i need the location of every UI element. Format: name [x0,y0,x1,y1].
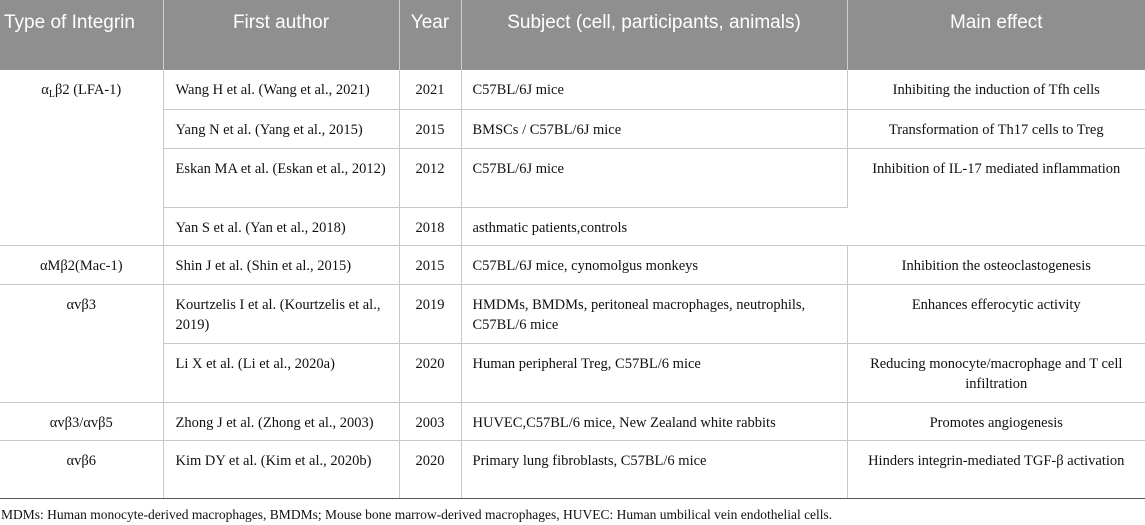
year-cell: 2020 [399,343,462,403]
integrin-type-avb3: αvβ3 [0,284,164,403]
author-cell: Yan S et al. (Yan et al., 2018) [163,207,400,246]
subject-cell: asthmatic patients,controls [461,207,847,246]
effect-cell: Inhibition the osteoclastogenesis [847,245,1145,285]
author-cell: Kim DY et al. (Kim et al., 2020b) [163,440,400,499]
table-row: Li X et al. (Li et al., 2020a) 2020 Huma… [0,343,1145,403]
subject-cell: Human peripheral Treg, C57BL/6 mice [461,343,848,403]
subject-cell: C57BL/6J mice, cynomolgus monkeys [461,245,848,285]
table-row: αMβ2(Mac-1) Shin J et al. (Shin et al., … [0,245,1145,285]
integrin-type-avb6: αvβ6 [0,440,164,499]
author-cell: Li X et al. (Li et al., 2020a) [163,343,400,403]
header-row: Type of Integrin First author Year Subje… [0,0,1145,70]
author-cell: Eskan MA et al. (Eskan et al., 2012) [163,148,400,208]
table-row: Yan S et al. (Yan et al., 2018) 2018 ast… [0,207,1145,246]
author-cell: Zhong J et al. (Zhong et al., 2003) [163,402,400,441]
header-type-of-integrin: Type of Integrin [0,0,164,70]
year-cell: 2015 [399,245,462,285]
table-row: Yang N et al. (Yang et al., 2015) 2015 B… [0,109,1145,149]
subject-cell: BMSCs / C57BL/6J mice [461,109,848,149]
year-cell: 2015 [399,109,462,149]
year-cell: 2012 [399,148,462,208]
effect-cell: Promotes angiogenesis [847,402,1145,441]
header-year: Year [399,0,462,70]
subject-cell: HUVEC,C57BL/6 mice, New Zealand white ra… [461,402,848,441]
table-row: αvβ3/αvβ5 Zhong J et al. (Zhong et al., … [0,402,1145,441]
author-cell: Shin J et al. (Shin et al., 2015) [163,245,400,285]
table-body: αLβ2 (LFA-1) Wang H et al. (Wang et al.,… [0,70,1145,499]
table-footnote: MDMs: Human monocyte-derived macrophages… [1,507,833,522]
table-row: αLβ2 (LFA-1) Wang H et al. (Wang et al.,… [0,70,1145,246]
author-cell: Yang N et al. (Yang et al., 2015) [163,109,400,149]
integrin-type-avb3-avb5: αvβ3/αvβ5 [0,402,164,441]
subject-cell: HMDMs, BMDMs, peritoneal macrophages, ne… [461,284,848,344]
subject-cell: Primary lung fibroblasts, C57BL/6 mice [461,440,848,499]
header-first-author: First author [163,0,400,70]
author-cell: Wang H et al. (Wang et al., 2021) [163,70,400,110]
year-cell: 2018 [399,207,462,246]
table-header: Type of Integrin First author Year Subje… [0,0,1145,70]
year-cell: 2003 [399,402,462,441]
table-row: Eskan MA et al. (Eskan et al., 2012) 201… [0,148,1145,246]
effect-cell: Inhibition of IL-17 mediated inflammatio… [847,148,1145,246]
integrin-type-lfa1: αLβ2 (LFA-1) [41,82,122,100]
subject-cell: C57BL/6J mice [461,70,848,110]
year-cell: 2021 [399,70,462,110]
integrin-type-mac1: αMβ2(Mac-1) [0,245,164,285]
effect-cell: Inhibiting the induction of Tfh cells [847,70,1145,110]
author-cell: Kourtzelis I et al. (Kourtzelis et al., … [163,284,400,344]
effect-cell: Transformation of Th17 cells to Treg [847,109,1145,149]
year-cell: 2020 [399,440,462,499]
subject-cell: C57BL/6J mice [461,148,848,208]
effect-cell: Hinders integrin-mediated TGF-β activati… [847,440,1145,499]
header-main-effect: Main effect [847,0,1145,70]
integrin-type-cell: αLβ2 (LFA-1) [0,70,164,246]
table-row: αvβ3 Kourtzelis I et al. (Kourtzelis et … [0,284,1145,403]
effect-cell: Reducing monocyte/macrophage and T cell … [847,343,1145,403]
year-cell: 2019 [399,284,462,344]
integrin-table: Type of Integrin First author Year Subje… [0,0,1145,499]
effect-cell: Enhances efferocytic activity [847,284,1145,344]
table-row: αvβ6 Kim DY et al. (Kim et al., 2020b) 2… [0,440,1145,499]
header-subject: Subject (cell, participants, animals) [461,0,848,70]
